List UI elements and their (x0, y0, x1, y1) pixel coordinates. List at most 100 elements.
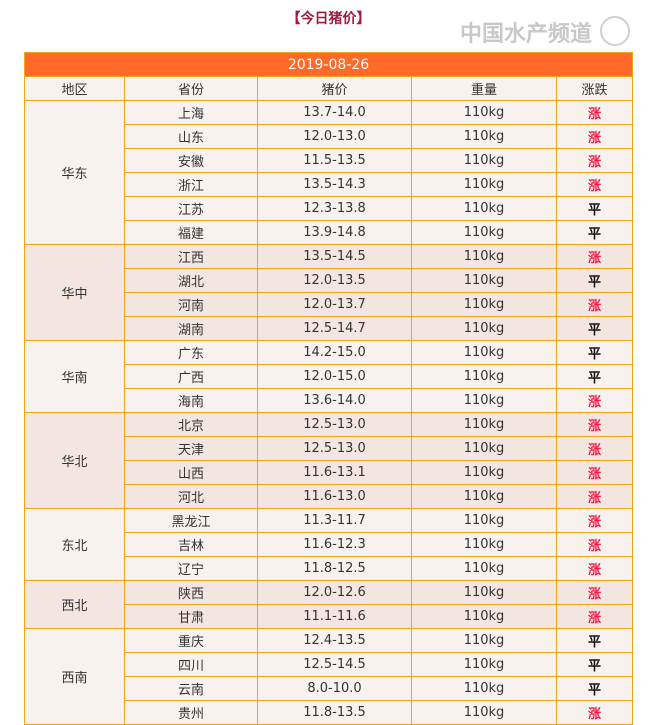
weight-cell: 110kg (411, 172, 557, 197)
table-row: 西南 重庆 12.4-13.5 110kg 平 (24, 628, 634, 725)
price-cell: 12.0-13.7 (257, 292, 412, 317)
price-cell: 11.1-11.6 (257, 604, 412, 629)
table-row: 东北 黑龙江 11.3-11.7 110kg 涨 (24, 508, 634, 581)
price-cell: 12.0-13.5 (257, 268, 412, 293)
trend-cell: 平 (555, 196, 634, 221)
table-row: 甘肃 11.1-11.6 110kg 涨 (25, 604, 634, 629)
weight-cell: 110kg (411, 412, 557, 437)
province-cell: 浙江 (124, 172, 258, 197)
weight-cell: 110kg (411, 532, 557, 557)
table-row: 华东 上海 13.7-14.0 110kg 涨 (24, 100, 634, 245)
trend-cell: 涨 (555, 172, 634, 197)
region-cell: 华中 (24, 244, 125, 341)
weight-cell: 110kg (411, 292, 557, 317)
trend-cell: 涨 (555, 484, 634, 509)
price-cell: 13.6-14.0 (257, 388, 412, 413)
province-cell: 上海 (124, 100, 258, 125)
price-cell: 11.8-12.5 (257, 556, 412, 581)
price-cell: 12.5-14.7 (257, 316, 412, 341)
price-cell: 13.5-14.5 (257, 244, 412, 269)
trend-cell: 平 (555, 628, 634, 653)
trend-cell: 涨 (555, 556, 634, 581)
watermark-globe-icon (600, 16, 630, 46)
price-cell: 12.5-13.0 (257, 412, 412, 437)
table-row: 西北 陕西 12.0-12.6 110kg 涨 (24, 580, 634, 629)
price-cell: 14.2-15.0 (257, 340, 412, 365)
price-cell: 11.6-12.3 (257, 532, 412, 557)
province-cell: 吉林 (124, 532, 258, 557)
table-row: 海南 13.6-14.0 110kg 涨 (25, 388, 634, 413)
trend-cell: 涨 (555, 412, 634, 437)
trend-cell: 涨 (555, 292, 634, 317)
province-cell: 重庆 (124, 628, 258, 653)
weight-cell: 110kg (411, 316, 557, 341)
price-cell: 11.6-13.0 (257, 484, 412, 509)
table-row: 山东 12.0-13.0 110kg 涨 (25, 124, 634, 149)
table-row: 辽宁 11.8-12.5 110kg 涨 (25, 556, 634, 581)
trend-cell: 涨 (555, 604, 634, 629)
table-row: 山西 11.6-13.1 110kg 涨 (25, 460, 634, 485)
region-cell: 西南 (24, 628, 125, 725)
province-cell: 河北 (124, 484, 258, 509)
price-cell: 12.0-12.6 (257, 580, 412, 605)
table-row: 浙江 13.5-14.3 110kg 涨 (25, 172, 634, 197)
header-province: 省份 (124, 76, 258, 101)
trend-cell: 涨 (555, 508, 634, 533)
table-row: 广西 12.0-15.0 110kg 平 (25, 364, 634, 389)
price-cell: 12.0-15.0 (257, 364, 412, 389)
region-cell: 东北 (24, 508, 125, 581)
table-row: 四川 12.5-14.5 110kg 平 (25, 652, 634, 677)
price-cell: 12.5-13.0 (257, 436, 412, 461)
province-cell: 湖南 (124, 316, 258, 341)
weight-cell: 110kg (411, 604, 557, 629)
price-cell: 12.3-13.8 (257, 196, 412, 221)
province-cell: 山西 (124, 460, 258, 485)
province-cell: 河南 (124, 292, 258, 317)
weight-cell: 110kg (411, 436, 557, 461)
weight-cell: 110kg (411, 196, 557, 221)
province-cell: 湖北 (124, 268, 258, 293)
province-cell: 广东 (124, 340, 258, 365)
column-headers: 地区 省份 猪价 重量 涨跌 (24, 76, 634, 101)
province-cell: 辽宁 (124, 556, 258, 581)
trend-cell: 涨 (555, 388, 634, 413)
table-row: 湖南 12.5-14.7 110kg 平 (25, 316, 634, 341)
weight-cell: 110kg (411, 268, 557, 293)
price-cell: 12.5-14.5 (257, 652, 412, 677)
weight-cell: 110kg (411, 388, 557, 413)
province-cell: 广西 (124, 364, 258, 389)
weight-cell: 110kg (411, 244, 557, 269)
table-row: 河南 12.0-13.7 110kg 涨 (25, 292, 634, 317)
weight-cell: 110kg (411, 220, 557, 245)
weight-cell: 110kg (411, 340, 557, 365)
header-region: 地区 (24, 76, 125, 101)
trend-cell: 平 (555, 220, 634, 245)
trend-cell: 平 (555, 676, 634, 701)
trend-cell: 平 (555, 340, 634, 365)
price-cell: 13.9-14.8 (257, 220, 412, 245)
province-cell: 福建 (124, 220, 258, 245)
price-cell: 13.7-14.0 (257, 100, 412, 125)
province-cell: 安徽 (124, 148, 258, 173)
trend-cell: 平 (555, 316, 634, 341)
header-weight: 重量 (411, 76, 557, 101)
province-cell: 四川 (124, 652, 258, 677)
province-cell: 云南 (124, 676, 258, 701)
province-cell: 甘肃 (124, 604, 258, 629)
table-row: 福建 13.9-14.8 110kg 平 (25, 220, 634, 245)
table-row: 河北 11.6-13.0 110kg 涨 (25, 484, 634, 509)
province-cell: 黑龙江 (124, 508, 258, 533)
price-cell: 8.0-10.0 (257, 676, 412, 701)
table-row: 华中 江西 13.5-14.5 110kg 涨 (24, 244, 634, 341)
province-cell: 江苏 (124, 196, 258, 221)
watermark: 中国水产频道 (460, 22, 593, 47)
weight-cell: 110kg (411, 100, 557, 125)
table-row: 湖北 12.0-13.5 110kg 平 (25, 268, 634, 293)
weight-cell: 110kg (411, 676, 557, 701)
region-cell: 华北 (24, 412, 125, 509)
province-cell: 陕西 (124, 580, 258, 605)
region-cell: 华东 (24, 100, 125, 245)
table-row: 华南 广东 14.2-15.0 110kg 平 (24, 340, 634, 413)
weight-cell: 110kg (411, 556, 557, 581)
table-row: 华北 北京 12.5-13.0 110kg 涨 (24, 412, 634, 509)
